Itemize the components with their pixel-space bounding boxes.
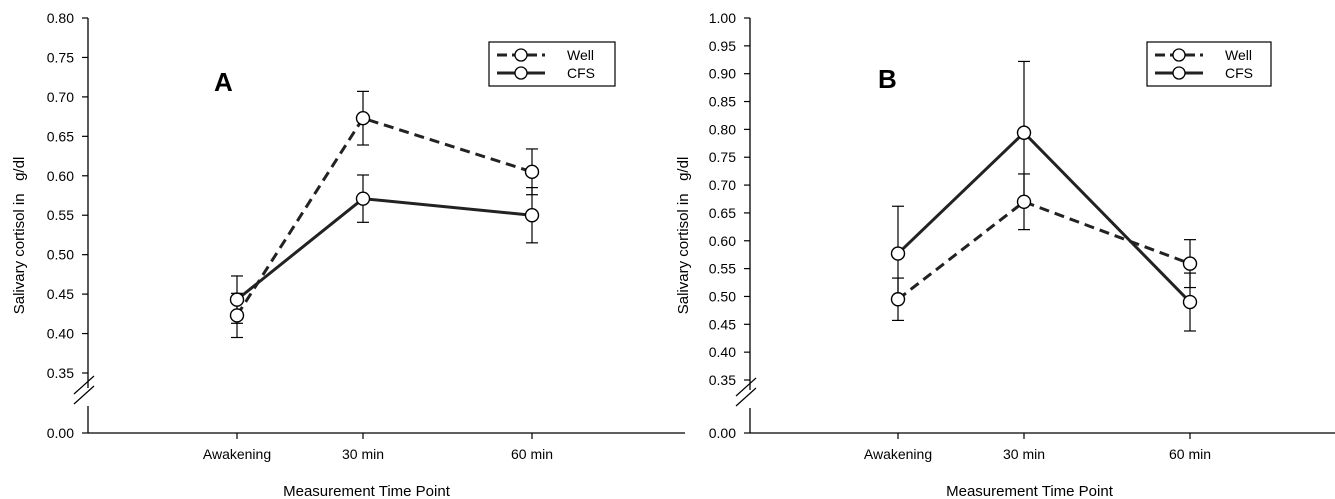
legend-label: CFS (1225, 65, 1253, 81)
y-axis-title: Salivary cortisol in g/dl (11, 157, 28, 315)
y-tick-label: 0.50 (709, 288, 736, 304)
y-tick-label: 0.00 (47, 425, 74, 441)
x-axis-title: Measurement Time Point (946, 483, 1114, 499)
legend-label: Well (567, 47, 594, 63)
legend-box (1146, 41, 1272, 87)
y-tick-label: 0.90 (709, 66, 736, 82)
y-tick-label: 0.45 (47, 286, 74, 302)
y-tick-label: 1.00 (709, 10, 736, 26)
y-tick-label: 0.75 (709, 149, 736, 165)
data-point-well (355, 110, 371, 126)
data-point-cfs (1182, 294, 1198, 310)
y-tick-label: 0.75 (47, 49, 74, 65)
y-axis-title: Salivary cortisol in g/dl (675, 157, 692, 315)
y-tick-label: 0.70 (47, 89, 74, 105)
x-tick-label: Awakening (203, 446, 271, 462)
y-tick-label: 0.55 (47, 207, 74, 223)
legend-marker (1172, 48, 1186, 62)
legend-marker (514, 66, 528, 80)
y-tick-label: 0.65 (709, 205, 736, 221)
legend-label: CFS (567, 65, 595, 81)
legend-marker (514, 48, 528, 62)
y-tick-label: 0.80 (709, 121, 736, 137)
data-point-well (1182, 256, 1198, 271)
axis-break-mark (73, 375, 95, 395)
series-line-cfs (896, 130, 1192, 304)
legend-label: Well (1225, 47, 1252, 63)
y-tick-label: 0.40 (47, 326, 74, 342)
y-tick-label: 0.65 (47, 128, 74, 144)
y-tick-label: 0.00 (709, 425, 736, 441)
y-tick-label: 0.45 (709, 316, 736, 332)
panel-label: A (214, 67, 233, 97)
series-line-well (235, 116, 533, 317)
y-tick-label: 0.85 (709, 94, 736, 110)
x-tick-label: 30 min (1003, 446, 1045, 462)
data-point-cfs (355, 191, 371, 206)
y-tick-label: 0.70 (709, 177, 736, 193)
y-tick-label: 0.35 (709, 372, 736, 388)
y-tick-label: 0.35 (47, 365, 74, 381)
panel-a: 0.00 0.35 0.40 0.45 0.50 0.55 0.60 0.65 0.70 0.75… (11, 10, 685, 499)
series-line-well (897, 200, 1191, 301)
y-tick-label: 0.55 (709, 261, 736, 277)
data-point-cfs (1016, 125, 1032, 140)
y-tick-label: 0.95 (709, 38, 736, 54)
data-point-cfs (229, 292, 245, 307)
x-tick-label: 30 min (342, 446, 384, 462)
y-tick-label: 0.80 (47, 10, 74, 26)
data-point-well (890, 292, 906, 307)
axis-break-mark (735, 387, 757, 407)
x-tick-label: 60 min (511, 446, 553, 462)
panel-b: 0.00 0.35 0.40 0.45 0.50 0.55 0.60 0.65 0.70 0.75… (675, 10, 1335, 499)
y-tick-label: 0.60 (709, 233, 736, 249)
data-point-well (229, 308, 245, 323)
x-tick-label: Awakening (864, 446, 932, 462)
y-tick-label: 0.60 (47, 168, 74, 184)
axis-break-mark (73, 385, 95, 405)
panel-label: B (878, 64, 897, 94)
data-point-cfs (890, 246, 906, 261)
x-axis-title: Measurement Time Point (283, 483, 451, 499)
data-point-well (524, 164, 540, 180)
axis-break-mark (735, 377, 757, 397)
legend-marker (1172, 66, 1186, 80)
y-tick-label: 0.50 (47, 247, 74, 263)
x-tick-label: 60 min (1169, 446, 1211, 462)
y-tick-label: 0.40 (709, 344, 736, 360)
data-point-well (1016, 194, 1032, 209)
legend-box (488, 41, 616, 87)
data-point-cfs (524, 208, 540, 223)
series-line-cfs (236, 197, 533, 301)
